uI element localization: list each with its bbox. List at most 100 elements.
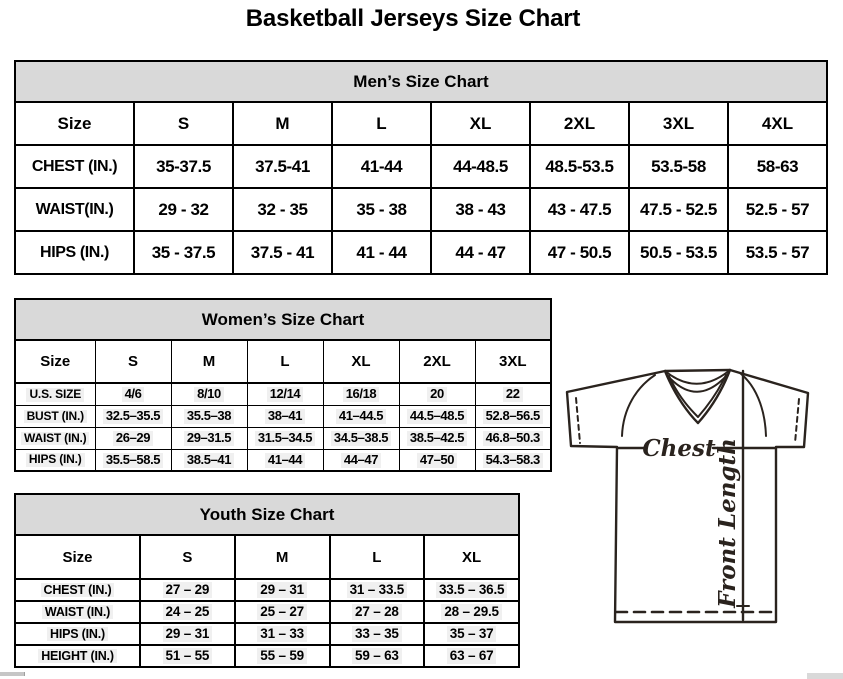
size-cell: 38.5–41: [170, 448, 248, 472]
size-cell: 32.5–35.5: [94, 404, 172, 428]
size-cell: 41-44: [331, 144, 432, 189]
cuff-dash-right-icon: [794, 398, 800, 444]
vneck-inner-icon: [668, 374, 727, 418]
size-cell: 47 - 50.5: [529, 230, 630, 275]
col-header-3xl: 3XL: [628, 101, 729, 146]
col-header-2xl: 2XL: [398, 339, 476, 384]
row-label: WAIST (IN.): [14, 600, 141, 624]
size-cell: 26–29: [94, 426, 172, 450]
size-cell: 43 - 47.5: [529, 187, 630, 232]
size-cell: 38.5–42.5: [398, 426, 476, 450]
col-header-l: L: [328, 534, 426, 580]
row-label: HIPS (IN.): [14, 230, 135, 275]
table-title: Youth Size Chart: [14, 493, 520, 536]
row-label: HEIGHT (IN.): [14, 644, 141, 668]
size-cell: 58-63: [727, 144, 828, 189]
jersey-outline-icon: [565, 368, 810, 624]
size-cell: 54.3–58.3: [474, 448, 552, 472]
size-cell: 50.5 - 53.5: [628, 230, 729, 275]
row-label: CHEST (IN.): [14, 578, 141, 602]
col-header-l: L: [331, 101, 432, 146]
table-title: Men’s Size Chart: [14, 60, 828, 103]
size-cell: 22: [474, 382, 552, 406]
size-cell: 27 – 29: [139, 578, 236, 602]
size-cell: 41–44: [246, 448, 324, 472]
col-header-xl: XL: [322, 339, 400, 384]
size-cell: 53.5 - 57: [727, 230, 828, 275]
vneck-outer-icon: [663, 368, 732, 425]
size-cell: 38 - 43: [430, 187, 531, 232]
size-cell: 25 – 27: [233, 600, 331, 624]
jersey-diagram: Chest Front Length: [558, 356, 843, 636]
size-cell: 41–44.5: [322, 404, 400, 428]
row-label: U.S. SIZE: [14, 382, 96, 406]
size-cell: 24 – 25: [139, 600, 236, 624]
size-cell: 52.5 - 57: [727, 187, 828, 232]
size-cell: 41 - 44: [331, 230, 432, 275]
col-header-size: Size: [14, 534, 141, 580]
size-cell: 47.5 - 52.5: [628, 187, 729, 232]
table-title: Women’s Size Chart: [14, 298, 552, 341]
row-label: CHEST (IN.): [14, 144, 135, 189]
size-cell: 35 - 38: [331, 187, 432, 232]
size-cell: 8/10: [170, 382, 248, 406]
col-header-3xl: 3XL: [474, 339, 552, 384]
size-cell: 44 - 47: [430, 230, 531, 275]
size-cell: 32 - 35: [232, 187, 333, 232]
size-cell: 37.5 - 41: [232, 230, 333, 275]
scrollbar-corner[interactable]: [807, 673, 843, 679]
size-cell: 44.5–48.5: [398, 404, 476, 428]
size-cell: 52.8–56.5: [474, 404, 552, 428]
col-header-xl: XL: [423, 534, 520, 580]
col-header-m: M: [170, 339, 248, 384]
size-cell: 33 – 35: [328, 622, 426, 646]
col-header-s: S: [133, 101, 234, 146]
size-cell: 48.5-53.5: [529, 144, 630, 189]
size-cell: 4/6: [94, 382, 172, 406]
col-header-size: Size: [14, 101, 135, 146]
mens-size-chart-table: Men’s Size Chart Size S M L XL 2XL 3XL 4XL CHEST …: [14, 60, 828, 275]
size-cell: 59 – 63: [328, 644, 426, 668]
size-cell: 33.5 – 36.5: [423, 578, 520, 602]
size-cell: 37.5-41: [232, 144, 333, 189]
size-cell: 20: [398, 382, 476, 406]
size-cell: 16/18: [322, 382, 400, 406]
size-cell: 44–47: [322, 448, 400, 472]
size-cell: 31.5–34.5: [246, 426, 324, 450]
size-cell: 44-48.5: [430, 144, 531, 189]
col-header-m: M: [233, 534, 331, 580]
col-header-xl: XL: [430, 101, 531, 146]
size-cell: 63 – 67: [423, 644, 520, 668]
col-header-s: S: [94, 339, 172, 384]
row-label: HIPS (IN.): [14, 448, 96, 472]
col-header-size: Size: [14, 339, 96, 384]
size-cell: 31 – 33: [233, 622, 331, 646]
size-cell: 31 – 33.5: [328, 578, 426, 602]
size-cell: 51 – 55: [139, 644, 236, 668]
armhole-left-icon: [621, 374, 656, 437]
row-label: BUST (IN.): [14, 404, 96, 428]
col-header-l: L: [246, 339, 324, 384]
size-cell: 53.5-58: [628, 144, 729, 189]
size-cell: 29 - 32: [133, 187, 234, 232]
collar-top-icon: [663, 368, 732, 373]
youth-size-chart-table: Youth Size Chart Size S M L XL CHEST (IN.) 27 –…: [14, 493, 520, 668]
size-cell: 34.5–38.5: [322, 426, 400, 450]
row-label: HIPS (IN.): [14, 622, 141, 646]
womens-size-chart-table: Women’s Size Chart Size S M L XL 2XL 3XL U.S. SI…: [14, 298, 552, 472]
size-cell: 35 - 37.5: [133, 230, 234, 275]
col-header-4xl: 4XL: [727, 101, 828, 146]
collar-arc2-icon: [666, 373, 729, 393]
size-cell: 29 – 31: [233, 578, 331, 602]
chest-label: Chest: [642, 435, 716, 462]
col-header-s: S: [139, 534, 236, 580]
size-cell: 46.8–50.3: [474, 426, 552, 450]
col-header-m: M: [232, 101, 333, 146]
collar-arc1-icon: [664, 369, 731, 385]
horizontal-scrollbar-thumb[interactable]: [0, 672, 25, 676]
page-title: Basketball Jerseys Size Chart: [245, 5, 581, 32]
size-cell: 55 – 59: [233, 644, 331, 668]
size-cell: 35-37.5: [133, 144, 234, 189]
col-header-2xl: 2XL: [529, 101, 630, 146]
